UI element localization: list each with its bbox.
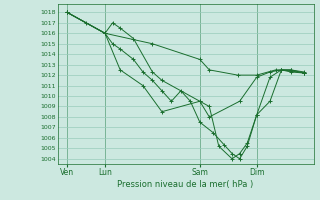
- X-axis label: Pression niveau de la mer( hPa ): Pression niveau de la mer( hPa ): [117, 180, 254, 189]
